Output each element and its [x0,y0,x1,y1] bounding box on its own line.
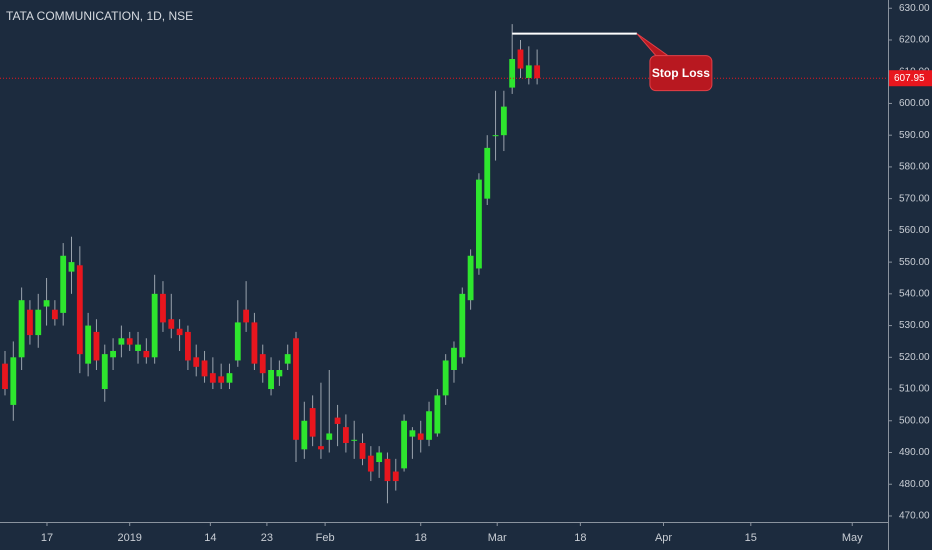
y-tick-label: 520.00 [899,352,930,363]
candle-body [293,338,299,440]
x-tick-label: 18 [415,532,427,544]
candle-body [110,350,116,358]
candle-body [193,357,200,367]
y-tick-label: 630.00 [899,3,930,14]
candle-body [517,49,524,69]
candle-body [10,357,17,405]
candle-body [326,433,333,440]
candle-body [143,350,150,358]
candle-body [392,471,399,482]
y-tick-label: 510.00 [899,384,930,395]
candle-body [268,370,274,390]
y-tick-label: 540.00 [899,288,930,299]
candle-body [525,65,532,79]
callout-text: Stop Loss [652,66,710,80]
candle-body [243,309,250,323]
candle-body [18,300,25,358]
candle-body [334,417,341,424]
x-tick-label: 23 [261,532,273,544]
candle-body [376,452,383,463]
x-tick-label: Mar [488,532,507,544]
candle-body [309,408,316,437]
candle-body [259,354,266,374]
x-tick-label: 14 [204,532,216,544]
candle-body [276,370,283,377]
candle-body [318,446,324,450]
candle-body [476,179,482,269]
candle-body [492,135,499,137]
y-tick-label: 620.00 [899,35,930,46]
candle-body [43,300,50,307]
candle-body [85,325,92,364]
candle-body [359,442,366,459]
x-tick-label: 17 [41,532,53,544]
candle-body [417,433,424,440]
candle-body [459,293,466,358]
y-tick-label: 550.00 [899,257,930,268]
x-tick-label: Apr [655,532,672,544]
candle-body [2,363,8,390]
candle-body [76,265,83,355]
y-tick-label: 590.00 [899,130,930,141]
y-tick-label: 600.00 [899,98,930,109]
candle-body [135,344,141,351]
candle-body [500,106,507,136]
candle-body [442,360,449,396]
candle-body [168,319,175,329]
candle-body [151,293,158,358]
candle-body [68,262,75,272]
x-tick-label: May [842,532,863,544]
candle-body [434,395,441,434]
candle-body [534,65,541,79]
candle-body [226,373,233,383]
candle-body [342,427,349,443]
candle-body [209,373,216,383]
y-tick-label: 570.00 [899,193,930,204]
x-tick-label: 15 [745,532,757,544]
x-tick-label: Feb [316,532,335,544]
y-tick-label: 470.00 [899,511,930,522]
candle-body [509,59,516,88]
candle-body [201,360,208,377]
candle-body [409,430,416,437]
last-price-box [889,70,932,87]
candle-body [126,338,133,345]
candle-body [484,147,491,199]
y-tick-label: 560.00 [899,225,930,236]
candle-body [284,354,291,364]
y-tick-label: 490.00 [899,447,930,458]
candle-body [60,255,67,313]
candle-body [118,338,125,345]
y-tick-label: 500.00 [899,415,930,426]
x-tick-label: 18 [574,532,586,544]
candle-body [384,458,391,482]
candle-body [185,331,191,361]
candle-body [251,322,258,364]
candle-body [93,331,100,361]
candle-body [176,328,183,336]
candle-body [426,411,432,440]
y-tick-label: 480.00 [899,479,930,490]
candle-body [218,376,225,383]
chart-title: TATA COMMUNICATION, 1D, NSE [6,9,193,23]
candle-body [367,455,374,472]
y-tick-label: 530.00 [899,320,930,331]
candle-body [451,347,457,371]
candle-body [351,439,358,441]
candle-body [234,322,241,361]
candle-body [401,420,407,469]
callout-box [649,55,713,92]
candle-body [160,293,166,323]
candle-body [35,309,42,336]
y-tick-label: 580.00 [899,162,930,173]
x-tick-label: 2019 [117,532,141,544]
candle-body [301,420,308,450]
candle-body [467,255,474,301]
candle-body [51,309,58,320]
candle-body [27,309,33,336]
candle-body [101,354,108,390]
last-price-label: 607.95 [894,73,925,84]
